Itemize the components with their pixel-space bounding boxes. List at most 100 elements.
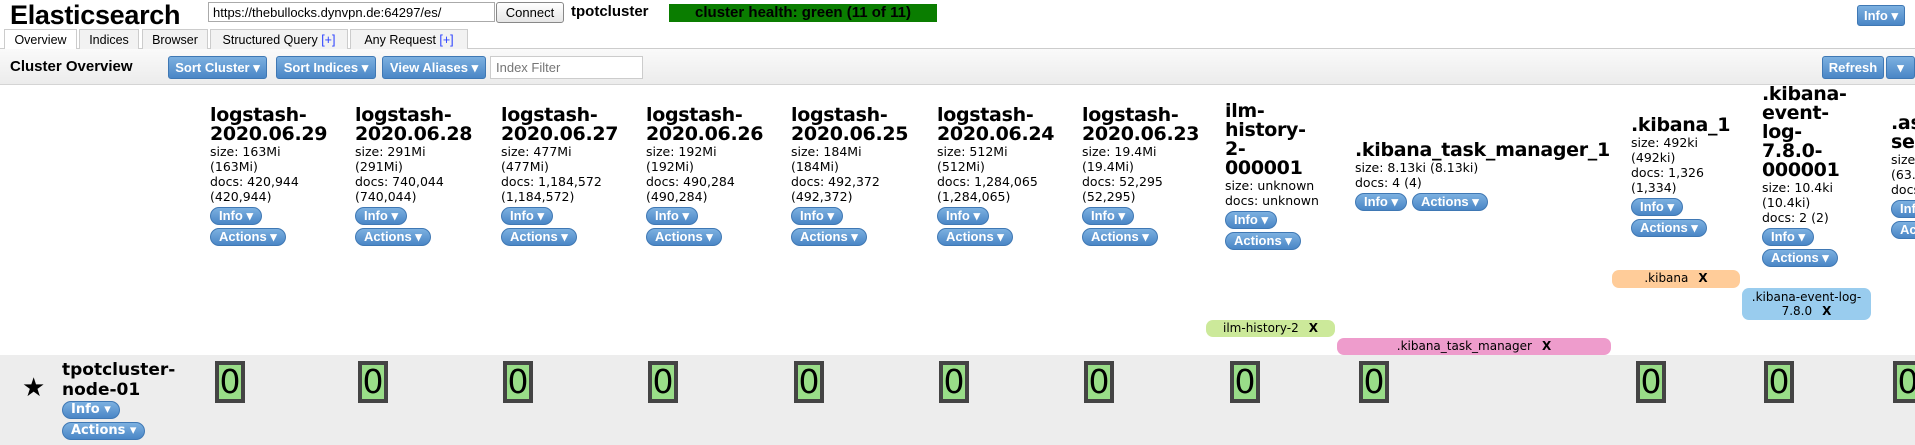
index-actions-button[interactable]: Actions ▾ <box>646 228 722 246</box>
new-tab-plus[interactable]: [+] <box>439 33 454 47</box>
index-stat: size: 512Mi <box>937 144 1008 159</box>
actions-label: Actions <box>71 423 126 438</box>
shard-box[interactable]: 0 <box>1764 361 1794 403</box>
view-aliases-button[interactable]: View Aliases ▾ <box>382 56 486 79</box>
index-actions-button[interactable]: Actions ▾ <box>1082 228 1158 246</box>
actions-label: Actions <box>510 229 558 244</box>
index-stat: docs: 2 (2) <box>1762 210 1829 225</box>
shard-box[interactable]: 0 <box>1893 361 1915 403</box>
index-info-button[interactable]: Info ▾ <box>1082 207 1134 225</box>
node-info-button[interactable]: Info ▾ <box>62 401 120 419</box>
index-info-button[interactable]: Info ▾ <box>1225 211 1277 229</box>
shard-box[interactable]: 0 <box>358 361 388 403</box>
index-actions-button[interactable]: Actions ▾ <box>791 228 867 246</box>
index-info-button[interactable]: Info ▾ <box>1355 193 1407 211</box>
index-info-button[interactable]: Info ▾ <box>937 207 989 225</box>
shard-box[interactable]: 0 <box>939 361 969 403</box>
index-column: .kibana-event-log-7.8.0-000001 size: 10.4… <box>1762 80 1847 272</box>
index-actions-button[interactable]: Actions ▾ <box>1631 218 1707 237</box>
index-stat: docs: unknown <box>1225 193 1319 208</box>
remove-alias-icon[interactable]: X <box>1541 339 1552 353</box>
index-name: logstash-2020.06.27 <box>501 104 619 145</box>
alias-tag[interactable]: .kibana_task_manager X <box>1337 338 1611 355</box>
refresh-options-button[interactable]: ▾ <box>1886 56 1915 79</box>
refresh-button[interactable]: Refresh <box>1822 56 1884 79</box>
index-stat: size: 8.13ki (8.13ki) <box>1355 160 1479 175</box>
shard-box[interactable]: 0 <box>794 361 824 403</box>
chevron-down-icon: ▾ <box>1822 250 1829 265</box>
shard-box[interactable]: 0 <box>1230 361 1260 403</box>
actions-label: Actions <box>1420 194 1469 209</box>
index-name: .kibana-event-log-7.8.0-000001 <box>1762 83 1847 181</box>
index-column: .kibana_1 size: 492ki (492ki) docs: 1,326 (1… <box>1631 80 1741 272</box>
node-name: tpotcluster-node-01 Info ▾ Actions ▾ <box>62 360 182 440</box>
alias-tag[interactable]: ilm-history-2 X <box>1206 320 1335 337</box>
remove-alias-icon[interactable]: X <box>1698 271 1708 285</box>
new-tab-plus[interactable]: [+] <box>321 33 336 47</box>
tab-structured-query[interactable]: Structured Query [+] <box>210 29 348 50</box>
remove-alias-icon[interactable]: X <box>1308 321 1318 335</box>
index-info-button[interactable]: Info ▾ <box>1762 228 1814 246</box>
index-info-button[interactable]: Info ▾ <box>355 207 407 225</box>
index-stat: docs: 1,326 <box>1631 164 1704 180</box>
index-stat: (184Mi) <box>791 159 839 174</box>
top-info-button[interactable]: Info ▾ <box>1857 5 1905 26</box>
index-actions-button[interactable]: Actions ▾ <box>210 228 286 246</box>
index-actions-button[interactable]: Actions ▾ <box>937 228 1013 246</box>
index-column: logstash-2020.06.28 size: 291Mi (291Mi) doc… <box>355 80 475 272</box>
index-info-button[interactable]: Info ▾ <box>1631 197 1683 216</box>
alias-tag[interactable]: .kibana-event-log-7.8.0 X <box>1742 288 1871 320</box>
shard-box[interactable]: 0 <box>1636 361 1666 403</box>
index-actions-button[interactable]: Actions ▾ <box>1411 193 1488 211</box>
index-info-button[interactable]: Info ▾ <box>210 207 262 225</box>
index-stat: (490,284) <box>646 189 708 204</box>
shard-box[interactable]: 0 <box>1084 361 1114 403</box>
index-filter-input[interactable] <box>490 56 643 79</box>
shard-box[interactable]: 0 <box>215 361 245 403</box>
index-column: logstash-2020.06.24 size: 512Mi (512Mi) doc… <box>937 80 1057 272</box>
actions-label: Actions <box>1234 233 1282 248</box>
tab-browser[interactable]: Browser <box>142 29 208 50</box>
index-info-button[interactable]: Info ▾ <box>1891 199 1915 218</box>
index-info-button[interactable]: Info ▾ <box>791 207 843 225</box>
tab-overview[interactable]: Overview <box>4 29 77 51</box>
info-label: Info <box>655 208 679 223</box>
star-icon: ★ <box>22 372 46 402</box>
actions-label: Actions <box>800 229 848 244</box>
index-stat: size: 184Mi <box>791 144 862 159</box>
sort-indices-button[interactable]: Sort Indices ▾ <box>276 56 376 79</box>
shard-box[interactable]: 0 <box>648 361 678 403</box>
remove-alias-icon[interactable]: X <box>1822 304 1832 318</box>
info-label: Info <box>800 208 824 223</box>
chevron-down-icon: ▾ <box>104 402 111 417</box>
actions-label: Actions <box>364 229 412 244</box>
tab-indices[interactable]: Indices <box>79 29 139 50</box>
shard-box[interactable]: 0 <box>503 361 533 403</box>
index-actions-button[interactable]: Actions ▾ <box>1762 249 1838 267</box>
index-stat: (512Mi) <box>937 159 985 174</box>
index-info-button[interactable]: Info ▾ <box>501 207 553 225</box>
chevron-down-icon: ▾ <box>1285 233 1292 248</box>
index-stat: (740,044) <box>355 189 417 204</box>
tab-any-request[interactable]: Any Request [+] <box>350 29 468 50</box>
index-info-button[interactable]: Info ▾ <box>646 207 698 225</box>
index-stat: size: 163Mi <box>210 144 281 159</box>
cluster-url-input[interactable] <box>208 2 495 22</box>
chevron-down-icon: ▾ <box>253 60 260 75</box>
index-actions-button[interactable]: Actions ▾ <box>1891 220 1915 239</box>
index-stat: size: 10.4ki <box>1762 180 1833 195</box>
index-column: logstash-2020.06.26 size: 192Mi (192Mi) doc… <box>646 80 766 272</box>
alias-tag[interactable]: .kibana X <box>1612 270 1740 288</box>
index-name: logstash-2020.06.25 <box>791 104 909 145</box>
index-stat: (1,284,065) <box>937 189 1011 204</box>
connect-button[interactable]: Connect <box>496 2 564 23</box>
index-actions-button[interactable]: Actions ▾ <box>1225 232 1301 250</box>
shard-box[interactable]: 0 <box>1359 361 1389 403</box>
node-actions-button[interactable]: Actions ▾ <box>62 422 146 440</box>
chevron-down-icon: ▾ <box>391 208 398 223</box>
chevron-down-icon: ▾ <box>1891 8 1898 23</box>
chevron-down-icon: ▾ <box>973 208 980 223</box>
index-actions-button[interactable]: Actions ▾ <box>355 228 431 246</box>
sort-cluster-button[interactable]: Sort Cluster ▾ <box>168 56 267 79</box>
index-actions-button[interactable]: Actions ▾ <box>501 228 577 246</box>
